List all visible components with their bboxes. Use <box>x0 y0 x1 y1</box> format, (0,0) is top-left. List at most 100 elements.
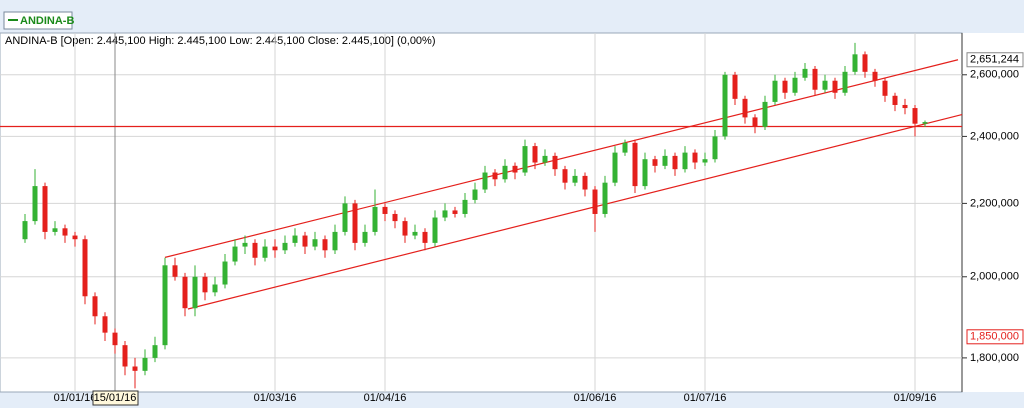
candle-body <box>502 165 508 180</box>
candle-body <box>32 186 38 222</box>
candle-body <box>232 246 238 262</box>
candle-body <box>572 175 578 183</box>
candle-body <box>222 261 228 285</box>
x-tick-label: 01/06/16 <box>574 392 617 404</box>
candle-body <box>472 189 478 200</box>
candle-body <box>382 206 388 214</box>
info-line: ANDINA-B [Open: 2.445,100 High: 2.445,10… <box>5 35 436 47</box>
candle-body <box>82 239 88 297</box>
candle-body <box>282 242 288 251</box>
candle-body <box>742 98 748 118</box>
candle-body <box>722 74 728 137</box>
candle-body <box>692 152 698 163</box>
candle-body <box>662 155 668 166</box>
y-tick-label: 2,200,000 <box>970 197 1019 209</box>
candle-body <box>352 203 358 243</box>
candle-body <box>822 80 828 90</box>
candle-body <box>192 276 198 309</box>
candle-body <box>812 68 818 90</box>
candle-body <box>882 80 888 96</box>
candle-body <box>242 242 248 247</box>
candle-body <box>602 182 608 214</box>
y-tick-label: 2,400,000 <box>970 130 1019 142</box>
candle-body <box>832 80 838 93</box>
candle-body <box>512 165 518 173</box>
y-tick-label: 2,000,000 <box>970 271 1019 283</box>
candle-body <box>332 231 338 251</box>
candle-body <box>312 239 318 247</box>
candle-body <box>622 142 628 153</box>
x-tick-label: 01/09/16 <box>894 392 937 404</box>
candle-body <box>462 199 468 214</box>
candle-body <box>442 210 448 218</box>
candle-body <box>202 276 208 293</box>
candle-body <box>522 146 528 173</box>
candle-body <box>142 357 148 371</box>
candle-body <box>732 74 738 99</box>
cursor-label-box <box>92 390 139 406</box>
candle-body <box>562 169 568 183</box>
x-tick-label: 01/01/16 <box>54 392 97 404</box>
candle-body <box>402 221 408 236</box>
candle-body <box>392 213 398 222</box>
axis-marker-label: 2,651,244 <box>970 54 1019 66</box>
candle-body <box>62 228 68 236</box>
candle-body <box>322 239 328 251</box>
candle-body <box>682 152 688 170</box>
candle-body <box>432 217 438 243</box>
x-tick-label: 15/01/16 <box>94 392 137 404</box>
candle-body <box>262 246 268 258</box>
candle-body <box>712 136 718 160</box>
candle-body <box>252 242 258 258</box>
y-tick-label: 2,600,000 <box>970 69 1019 81</box>
candle-body <box>922 122 928 124</box>
x-tick-label: 01/07/16 <box>684 392 727 404</box>
trendline <box>164 59 959 258</box>
candle-body <box>182 276 188 309</box>
plot-area <box>0 32 963 393</box>
candle-body <box>112 332 118 346</box>
candle-body <box>752 117 758 127</box>
candle-body <box>582 175 588 190</box>
legend-label[interactable]: ANDINA-B <box>20 15 74 27</box>
candle-body <box>842 71 848 93</box>
candle-body <box>72 235 78 240</box>
candle-body <box>132 366 138 371</box>
candle-body <box>862 54 868 72</box>
candle-body <box>342 203 348 232</box>
candle-body <box>422 231 428 243</box>
candle-body <box>102 316 108 333</box>
candle-body <box>652 159 658 166</box>
candle-body <box>542 155 548 163</box>
candle-body <box>772 80 778 102</box>
x-tick-label: 01/04/16 <box>364 392 407 404</box>
candle-body <box>152 345 158 358</box>
candle-body <box>302 235 308 247</box>
candle-body <box>802 68 808 78</box>
candle-body <box>482 172 488 190</box>
candle-body <box>272 246 278 251</box>
candle-body <box>362 231 368 243</box>
candle-body <box>902 104 908 109</box>
candle-body <box>702 159 708 163</box>
candle-body <box>212 284 218 293</box>
candle-body <box>122 345 128 367</box>
candle-body <box>672 155 678 170</box>
legend-box[interactable] <box>3 11 73 30</box>
candle-body <box>162 265 168 346</box>
axis-marker-box <box>966 52 1024 68</box>
candle-body <box>632 142 638 187</box>
candle-body <box>852 54 858 72</box>
candle-body <box>292 235 298 243</box>
candle-body <box>452 210 458 214</box>
axis-marker-label: 1,850,000 <box>970 331 1019 343</box>
candle-body <box>792 77 798 93</box>
candle-body <box>552 155 558 170</box>
candle-body <box>42 186 48 232</box>
candle-body <box>912 108 918 124</box>
candle-body <box>592 189 598 214</box>
candle-body <box>532 146 538 163</box>
trendline <box>187 114 963 310</box>
candle-body <box>642 159 648 187</box>
